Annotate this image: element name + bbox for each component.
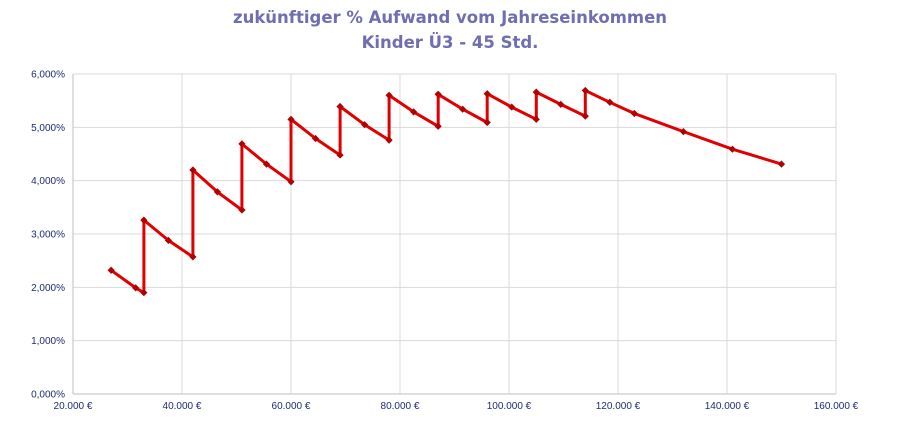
data-point-marker bbox=[213, 188, 222, 196]
data-point-marker bbox=[606, 98, 614, 106]
data-point-marker bbox=[581, 112, 589, 120]
series-group bbox=[107, 86, 786, 297]
data-point-marker bbox=[238, 140, 246, 148]
y-tick-label: 6,000% bbox=[31, 70, 65, 81]
chart-title: zukünftiger % Aufwand vom Jahreseinkomme… bbox=[0, 0, 900, 55]
data-point-marker bbox=[385, 91, 393, 99]
data-point-marker bbox=[311, 134, 320, 143]
y-tick-label: 3,000% bbox=[31, 230, 65, 241]
data-point-marker bbox=[777, 160, 786, 168]
data-point-marker bbox=[483, 118, 491, 127]
data-point-marker bbox=[287, 115, 295, 123]
x-tick-label: 80.000 € bbox=[381, 401, 420, 412]
data-point-marker bbox=[107, 266, 115, 274]
axes bbox=[72, 74, 836, 395]
y-tick-label: 5,000% bbox=[31, 123, 65, 134]
data-point-marker bbox=[262, 160, 271, 168]
data-point-marker bbox=[140, 216, 148, 224]
x-tick-label: 40.000 € bbox=[163, 401, 202, 412]
chart-title-line-2: Kinder Ü3 - 45 Std. bbox=[361, 33, 539, 52]
data-point-marker bbox=[385, 136, 393, 144]
data-point-marker bbox=[581, 86, 589, 95]
data-point-marker bbox=[164, 236, 172, 244]
x-axis-tick-labels: 20.000 € 40.000 € 60.000 € 80.000 € 100.000 … bbox=[54, 401, 859, 412]
data-point-marker bbox=[287, 178, 295, 186]
data-point-marker bbox=[532, 88, 540, 96]
x-tick-label: 60.000 € bbox=[272, 401, 311, 412]
data-point-marker bbox=[679, 128, 687, 136]
data-point-marker bbox=[557, 100, 565, 108]
data-point-marker bbox=[336, 102, 344, 111]
data-point-marker bbox=[189, 253, 197, 261]
data-point-marker bbox=[483, 90, 491, 98]
x-tick-label: 20.000 € bbox=[54, 401, 93, 412]
y-tick-label: 1,000% bbox=[31, 336, 65, 347]
y-tick-label: 0,000% bbox=[31, 390, 65, 401]
data-point-marker bbox=[459, 105, 467, 113]
data-point-marker bbox=[238, 206, 246, 214]
gridlines bbox=[73, 73, 837, 394]
data-point-marker bbox=[508, 103, 516, 111]
data-point-marker bbox=[132, 284, 140, 292]
series-line bbox=[109, 89, 783, 295]
data-point-marker bbox=[728, 145, 737, 153]
data-point-marker bbox=[410, 108, 418, 116]
data-point-marker bbox=[336, 151, 344, 159]
data-point-marker bbox=[630, 109, 638, 118]
data-point-marker bbox=[140, 289, 148, 297]
x-tick-label: 140.000 € bbox=[705, 401, 750, 412]
x-tick-label: 120.000 € bbox=[596, 401, 641, 412]
y-tick-label: 4,000% bbox=[31, 176, 65, 187]
x-tick-label: 100.000 € bbox=[487, 401, 532, 412]
chart-title-line-1: zukünftiger % Aufwand vom Jahreseinkomme… bbox=[232, 8, 668, 27]
x-tick-label: 160.000 € bbox=[814, 401, 859, 412]
data-point-marker bbox=[189, 166, 197, 174]
y-tick-label: 2,000% bbox=[31, 283, 65, 294]
data-point-marker bbox=[434, 90, 442, 98]
data-point-marker bbox=[434, 122, 442, 130]
data-point-marker bbox=[360, 121, 369, 129]
y-axis-tick-labels: 0,000% 1,000% 2,000% 3,000% 4,000% 5,000% 6,00… bbox=[31, 70, 65, 401]
data-point-marker bbox=[532, 115, 540, 123]
